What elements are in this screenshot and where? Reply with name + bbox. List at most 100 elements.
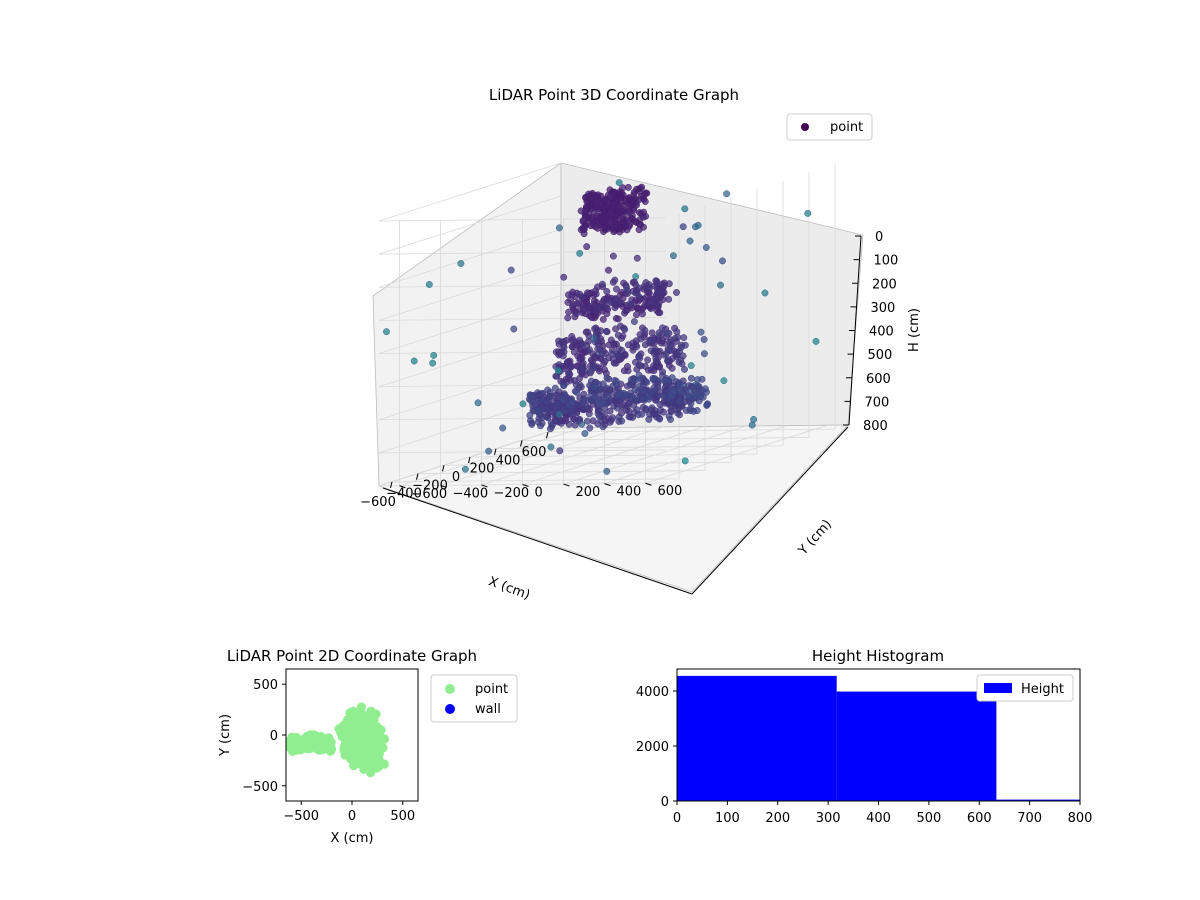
point-3d bbox=[641, 326, 649, 334]
point-3d bbox=[584, 328, 592, 336]
tick-y-3d bbox=[440, 484, 447, 488]
point-3d bbox=[564, 314, 572, 322]
point-2d bbox=[346, 754, 356, 764]
point-3d bbox=[547, 443, 555, 451]
point-3d bbox=[641, 190, 649, 198]
point-3d bbox=[635, 361, 643, 369]
point-3d bbox=[603, 327, 610, 335]
point-3d bbox=[717, 281, 724, 289]
point-3d bbox=[644, 356, 652, 364]
point-3d bbox=[596, 386, 604, 393]
point-2d bbox=[289, 736, 299, 747]
tick-label-x-3d: −200 bbox=[412, 478, 448, 493]
tick-x-3d bbox=[442, 465, 445, 472]
tick-label-x-3d: −600 bbox=[360, 495, 396, 510]
legend-2d-label-point: point bbox=[475, 682, 508, 697]
point-3d bbox=[702, 388, 710, 396]
point-3d bbox=[637, 221, 645, 229]
point-2d bbox=[302, 744, 312, 754]
chart-2d: LiDAR Point 2D Coordinate Graph −500−500… bbox=[218, 647, 518, 846]
point-3d bbox=[603, 374, 611, 382]
tick-label-h-3d: 600 bbox=[866, 372, 891, 387]
point-3d bbox=[633, 406, 641, 414]
point-3d bbox=[674, 333, 682, 341]
tick-x-3d bbox=[468, 456, 471, 464]
point-3d bbox=[599, 315, 607, 323]
tick-label-x-3d: 600 bbox=[522, 445, 547, 460]
point-3d bbox=[526, 411, 534, 419]
point-3d bbox=[665, 346, 673, 354]
point-3d bbox=[667, 416, 674, 423]
point-3d bbox=[632, 394, 640, 402]
tick-label-x-hist: 500 bbox=[916, 811, 941, 826]
tick-label-x-hist: 800 bbox=[1068, 811, 1093, 826]
point-3d bbox=[700, 336, 708, 343]
grid-line-x bbox=[547, 164, 836, 433]
point-3d bbox=[601, 366, 609, 374]
tick-label-x-3d: 200 bbox=[470, 462, 495, 477]
point-3d bbox=[630, 191, 638, 199]
point-3d bbox=[625, 222, 633, 230]
x-axis-line bbox=[382, 487, 693, 595]
point-3d bbox=[661, 377, 669, 384]
point-3d bbox=[639, 395, 647, 403]
point-3d bbox=[583, 243, 591, 251]
tick-label-h-3d: 300 bbox=[871, 301, 896, 316]
ticks-2d: −500 −500 0 0 500 500 bbox=[242, 678, 415, 824]
point-3d bbox=[560, 344, 568, 351]
x-axis-label-2d: X (cm) bbox=[331, 831, 374, 846]
point-3d bbox=[637, 375, 645, 383]
tick-y-3d bbox=[645, 482, 652, 486]
point-3d bbox=[589, 417, 597, 425]
legend-3d: point bbox=[786, 113, 873, 141]
point-3d bbox=[570, 415, 578, 423]
tick-y-3d bbox=[399, 485, 406, 489]
point-3d bbox=[554, 367, 562, 375]
point-3d bbox=[591, 353, 599, 361]
tick-label-h-3d: 800 bbox=[863, 419, 888, 434]
point-3d bbox=[578, 294, 586, 302]
point-3d bbox=[647, 337, 655, 344]
point-3d bbox=[557, 349, 565, 356]
point-3d bbox=[685, 392, 693, 400]
tick-label-y-2d: −500 bbox=[242, 780, 278, 795]
point-3d bbox=[551, 384, 559, 392]
point-3d bbox=[693, 407, 701, 415]
point-3d bbox=[568, 398, 576, 406]
point-3d bbox=[609, 414, 617, 422]
grid-line-h bbox=[378, 328, 667, 388]
chart-3d-title: LiDAR Point 3D Coordinate Graph bbox=[489, 86, 739, 104]
tick-x-3d bbox=[416, 473, 419, 480]
point-3d bbox=[687, 362, 695, 370]
point-3d bbox=[610, 339, 618, 347]
legend-hist: Height bbox=[976, 674, 1074, 702]
point-3d bbox=[606, 407, 614, 415]
point-3d bbox=[635, 293, 643, 301]
tick-x-3d bbox=[390, 481, 393, 488]
tick-label-y-3d: −600 bbox=[412, 487, 448, 502]
point-2d bbox=[366, 706, 376, 716]
z-axis-label-3d: H (cm) bbox=[907, 308, 922, 352]
point-3d bbox=[667, 336, 675, 344]
tick-label-y-3d: −200 bbox=[494, 486, 530, 501]
chart-hist: Height Histogram 0 100 200 300 400 500 600 700 8… bbox=[636, 647, 1093, 826]
tick-label-x-hist: 200 bbox=[765, 811, 790, 826]
point-3d bbox=[474, 399, 482, 407]
point-3d bbox=[612, 377, 620, 385]
tick-label-h-3d: 0 bbox=[875, 230, 883, 245]
point-3d bbox=[576, 249, 584, 257]
point-3d bbox=[597, 335, 605, 343]
point-3d bbox=[604, 392, 611, 400]
legend-2d-label-wall: wall bbox=[475, 702, 501, 717]
point-3d bbox=[653, 413, 661, 421]
point-3d bbox=[812, 337, 820, 345]
point-3d bbox=[664, 357, 671, 365]
y-axis-line bbox=[691, 426, 849, 595]
point-3d bbox=[597, 327, 605, 335]
point-3d bbox=[659, 324, 666, 332]
point-3d bbox=[636, 331, 644, 339]
point-3d bbox=[804, 209, 812, 217]
point-3d bbox=[507, 266, 515, 274]
point-3d bbox=[552, 417, 560, 425]
